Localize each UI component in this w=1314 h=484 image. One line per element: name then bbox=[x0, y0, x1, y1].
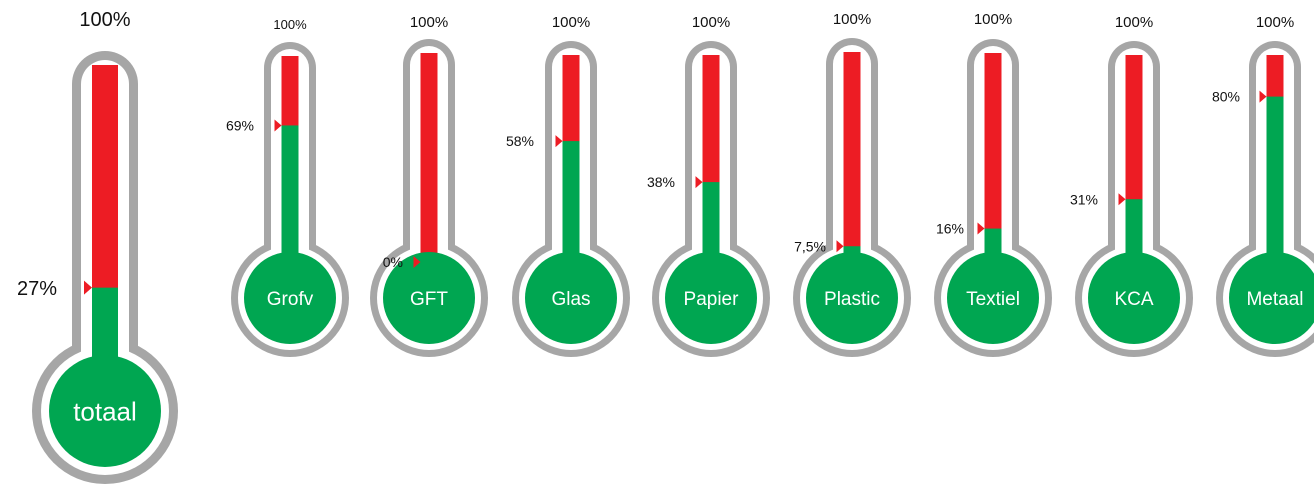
bulb-fill-glas bbox=[525, 252, 617, 344]
thermometer-glas: 100% 58% Glas bbox=[506, 14, 630, 357]
value-marker-grofv bbox=[274, 119, 282, 132]
category-label-kca: KCA bbox=[1114, 289, 1153, 310]
bulb-fill-gft bbox=[383, 252, 475, 344]
max-label-plastic: 100% bbox=[833, 11, 871, 28]
value-label-totaal: 27% bbox=[17, 278, 57, 300]
category-label-papier: Papier bbox=[684, 289, 740, 310]
bulb-fill-totaal bbox=[49, 355, 161, 467]
bar-value-metaal bbox=[1266, 96, 1284, 298]
thermometer-kca: 100% 31% KCA bbox=[1070, 14, 1193, 357]
value-label-gft: 0% bbox=[383, 254, 403, 270]
thermometer-grofv: 100% 69% Grofv bbox=[226, 17, 349, 357]
bulb-fill-papier bbox=[665, 252, 757, 344]
value-marker-totaal bbox=[84, 280, 92, 295]
max-label-kca: 100% bbox=[1115, 14, 1153, 31]
thermometer-totaal: 100% 27% totaal bbox=[17, 9, 178, 484]
max-label-papier: 100% bbox=[692, 14, 730, 31]
max-label-grofv: 100% bbox=[273, 17, 307, 32]
value-marker-glas bbox=[555, 135, 563, 148]
value-marker-gft bbox=[413, 256, 421, 268]
max-label-metaal: 100% bbox=[1256, 14, 1294, 31]
bar-remaining-textiel bbox=[984, 53, 1002, 262]
value-label-grofv: 69% bbox=[226, 117, 254, 133]
thermometer-plastic: 100% 7,5% Plastic bbox=[793, 11, 911, 357]
max-label-totaal: 100% bbox=[79, 9, 130, 31]
value-marker-metaal bbox=[1259, 90, 1267, 103]
category-label-textiel: Textiel bbox=[966, 289, 1020, 310]
bulb-fill-plastic bbox=[806, 252, 898, 344]
value-marker-textiel bbox=[977, 222, 985, 235]
value-label-glas: 58% bbox=[506, 133, 534, 149]
thermometer-papier: 100% 38% Papier bbox=[647, 14, 770, 357]
value-label-textiel: 16% bbox=[936, 221, 964, 237]
category-label-totaal: totaal bbox=[73, 396, 137, 426]
bar-remaining-gft bbox=[420, 53, 438, 262]
category-label-plastic: Plastic bbox=[824, 289, 880, 310]
category-label-metaal: Metaal bbox=[1246, 289, 1303, 310]
value-label-plastic: 7,5% bbox=[794, 238, 826, 254]
thermometer-textiel: 100% 16% Textiel bbox=[934, 11, 1052, 357]
value-marker-kca bbox=[1118, 193, 1126, 206]
bar-remaining-plastic bbox=[843, 52, 861, 262]
bulb-fill-textiel bbox=[947, 252, 1039, 344]
category-label-grofv: Grofv bbox=[267, 289, 314, 310]
bulb-fill-grofv bbox=[244, 252, 336, 344]
max-label-gft: 100% bbox=[410, 14, 448, 31]
max-label-textiel: 100% bbox=[974, 11, 1012, 28]
category-label-glas: Glas bbox=[551, 289, 590, 310]
value-label-metaal: 80% bbox=[1212, 89, 1240, 105]
thermometer-gft: 100% 0% GFT bbox=[370, 14, 488, 357]
value-marker-plastic bbox=[836, 240, 844, 253]
category-label-gft: GFT bbox=[410, 289, 448, 310]
bulb-fill-metaal bbox=[1229, 252, 1314, 344]
thermometer-metaal: 100% 80% Metaal bbox=[1212, 14, 1314, 357]
value-marker-papier bbox=[695, 176, 703, 189]
bulb-fill-kca bbox=[1088, 252, 1180, 344]
value-label-kca: 31% bbox=[1070, 191, 1098, 207]
value-label-papier: 38% bbox=[647, 174, 675, 190]
max-label-glas: 100% bbox=[552, 14, 590, 31]
